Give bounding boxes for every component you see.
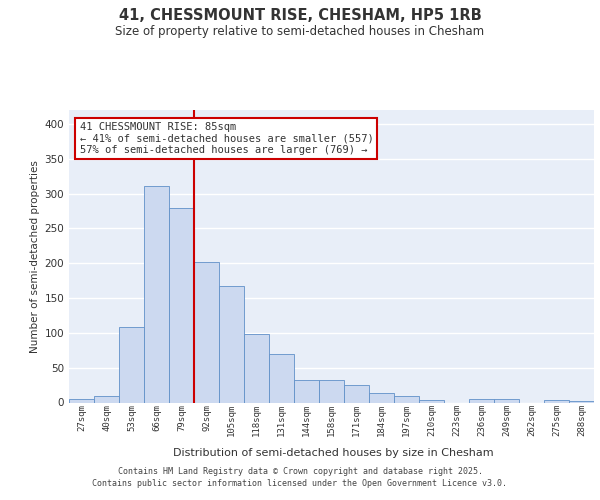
Y-axis label: Number of semi-detached properties: Number of semi-detached properties xyxy=(30,160,40,352)
Bar xyxy=(269,354,294,403)
Bar xyxy=(494,399,519,402)
Bar xyxy=(369,394,394,402)
Bar xyxy=(119,328,144,402)
Bar xyxy=(569,401,594,402)
Bar xyxy=(394,396,419,402)
Bar xyxy=(294,380,319,402)
Bar xyxy=(169,208,194,402)
Text: Contains HM Land Registry data © Crown copyright and database right 2025.
Contai: Contains HM Land Registry data © Crown c… xyxy=(92,466,508,487)
Bar xyxy=(144,186,169,402)
Bar xyxy=(544,400,569,402)
Bar xyxy=(344,385,369,402)
Bar xyxy=(419,400,444,402)
Bar xyxy=(194,262,219,402)
Text: 41, CHESSMOUNT RISE, CHESHAM, HP5 1RB: 41, CHESSMOUNT RISE, CHESHAM, HP5 1RB xyxy=(119,8,481,22)
Bar xyxy=(319,380,344,402)
Bar xyxy=(219,286,244,403)
Bar xyxy=(469,399,494,402)
Text: 41 CHESSMOUNT RISE: 85sqm
← 41% of semi-detached houses are smaller (557)
57% of: 41 CHESSMOUNT RISE: 85sqm ← 41% of semi-… xyxy=(79,122,373,155)
Bar xyxy=(94,396,119,402)
Text: Size of property relative to semi-detached houses in Chesham: Size of property relative to semi-detach… xyxy=(115,25,485,38)
Bar xyxy=(244,334,269,402)
Bar xyxy=(69,399,94,402)
Text: Distribution of semi-detached houses by size in Chesham: Distribution of semi-detached houses by … xyxy=(173,448,493,458)
